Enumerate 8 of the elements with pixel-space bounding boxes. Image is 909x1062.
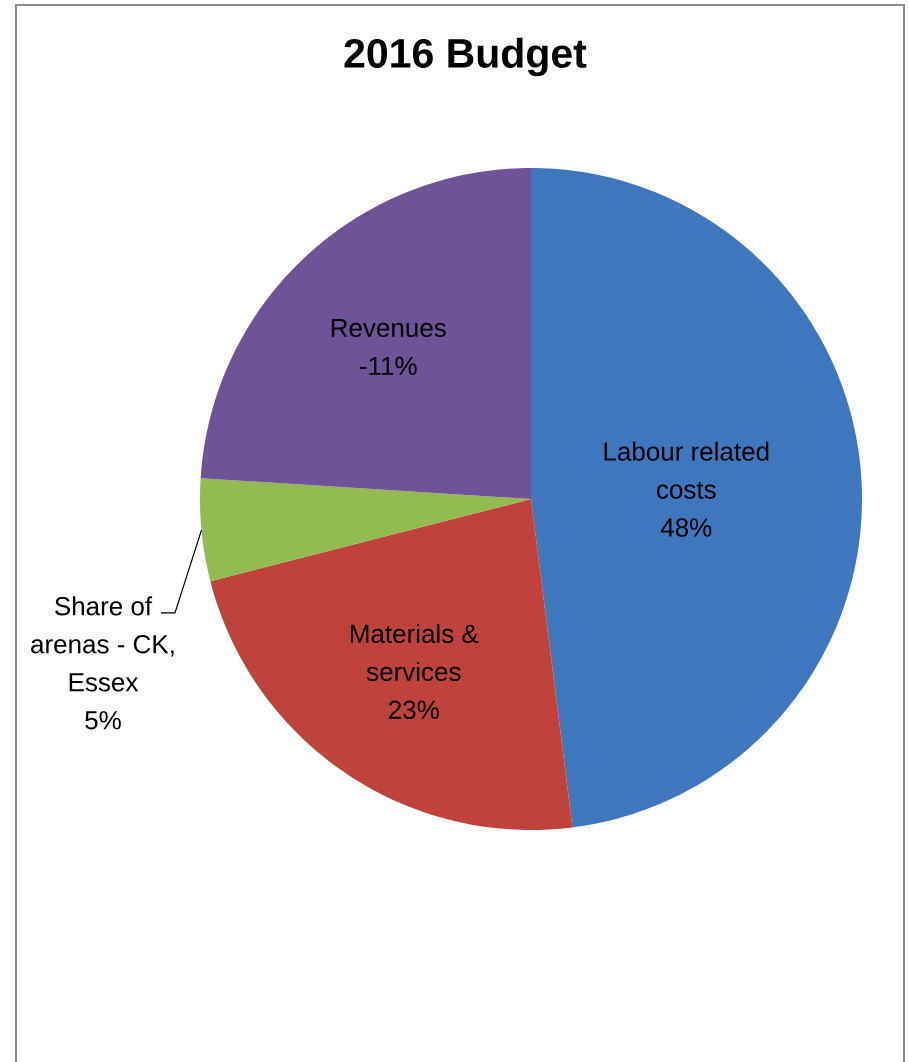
- slice-label: Labour related costs: [604, 441, 769, 499]
- slice-label: Materials & services: [350, 623, 479, 682]
- data-label: 5%: [85, 711, 121, 730]
- data-label: 23%: [389, 700, 439, 720]
- data-label: 48%: [660, 518, 712, 537]
- slice-label: Share of arenas - CK, Essex: [31, 596, 174, 692]
- chart-title: 2016 Budget: [344, 37, 587, 77]
- slice-label: Revenues -11%: [331, 318, 446, 376]
